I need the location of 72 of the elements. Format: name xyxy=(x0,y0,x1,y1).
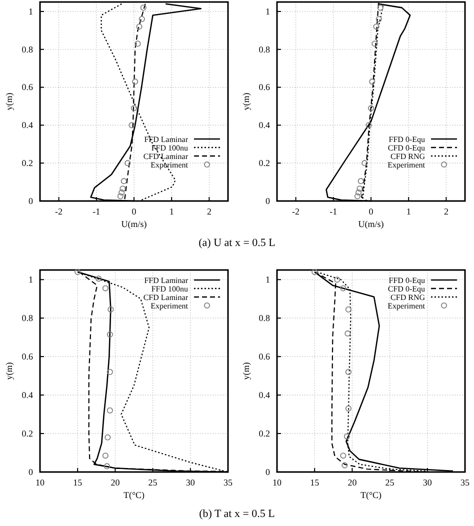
y-tick-label: 0 xyxy=(28,196,34,206)
y-tick-label: 1 xyxy=(28,6,33,16)
y-tick-label: 1 xyxy=(266,6,270,16)
y-tick-label: 0.8 xyxy=(258,312,270,323)
y-tick-label: 0.6 xyxy=(258,351,270,362)
y-tick-label: 0.8 xyxy=(22,312,34,323)
y-tick-label: 0.4 xyxy=(258,390,270,400)
x-axis-title: U(m/s) xyxy=(358,219,384,229)
x-tick-label: 35 xyxy=(224,477,233,488)
y-tick-label: 0.2 xyxy=(258,158,270,168)
y-tick-label: 0.2 xyxy=(22,158,33,168)
x-tick-label: 10 xyxy=(36,477,45,488)
y-tick-label: 0.4 xyxy=(258,120,270,130)
y-tick-label: 0.4 xyxy=(22,120,34,130)
x-tick-label: 30 xyxy=(186,477,196,488)
x-tick-label: 0 xyxy=(132,206,137,216)
legend-label: Experiment xyxy=(150,160,189,170)
legend-label: FFD 100nu xyxy=(151,284,188,294)
x-tick-label: 0 xyxy=(368,206,374,216)
legend-label: FFD Laminar xyxy=(144,276,188,285)
y-tick-label: 0.6 xyxy=(258,82,270,92)
legend-label: Experiment xyxy=(388,160,426,170)
x-tick-label: 25 xyxy=(385,477,395,488)
y-tick-label: 0.2 xyxy=(22,428,33,438)
y-axis-title: y(m) xyxy=(4,92,14,110)
x-tick-label: 1 xyxy=(169,206,174,216)
y-tick-label: 0.6 xyxy=(22,351,34,362)
legend-label: CFD 0-Equ xyxy=(388,284,425,294)
y-tick-label: 1 xyxy=(266,274,270,284)
x-tick-label: 25 xyxy=(148,477,158,488)
x-axis-title: U(m/s) xyxy=(121,219,147,229)
y-axis-title: y(m) xyxy=(241,362,251,380)
x-tick-label: -2 xyxy=(292,206,300,216)
x-tick-label: 35 xyxy=(460,477,470,488)
y-tick-label: 1 xyxy=(28,274,33,284)
y-tick-label: 0 xyxy=(28,466,34,477)
x-axis-title: T(°C) xyxy=(123,490,145,500)
y-axis-title: y(m) xyxy=(4,362,14,380)
x-tick-label: 1 xyxy=(406,206,411,216)
legend-label: FFD 0-Equ xyxy=(388,276,425,285)
x-tick-label: -2 xyxy=(55,206,63,216)
legend-label: CFD RNG xyxy=(390,293,426,302)
x-tick-label: 15 xyxy=(73,477,83,488)
text: (b) T at x = 0.5 L xyxy=(199,508,276,520)
y-tick-label: 0.6 xyxy=(22,82,34,92)
x-tick-label: -1 xyxy=(92,206,100,216)
legend-label: CFD 0-Equ xyxy=(388,144,425,152)
legend-label: Experiment xyxy=(150,302,189,310)
legend-label: FFD 0-Equ xyxy=(388,135,425,144)
legend-label: CFD Laminar xyxy=(143,293,188,302)
y-tick-label: 0.8 xyxy=(258,44,270,54)
x-tick-label: -1 xyxy=(330,206,338,216)
legend-label: Experiment xyxy=(388,302,426,310)
legend-label: CFD RNG xyxy=(390,152,426,161)
x-tick-label: 30 xyxy=(422,477,432,488)
x-tick-label: 2 xyxy=(206,206,212,216)
y-axis-title: y(m) xyxy=(241,92,251,110)
y-tick-label: 0 xyxy=(266,196,270,206)
x-tick-label: 20 xyxy=(348,477,358,488)
legend-label: FFD 100nu xyxy=(151,144,188,152)
legend-label: FFD Laminar xyxy=(144,135,188,144)
text: (a) U at x = 0.5 L xyxy=(198,237,276,249)
x-tick-label: 15 xyxy=(310,477,320,488)
x-axis-title: T(°C) xyxy=(360,490,382,500)
y-tick-label: 0 xyxy=(266,466,270,477)
x-tick-label: 20 xyxy=(110,477,120,488)
y-tick-label: 0.8 xyxy=(22,44,34,54)
legend-label: CFD Laminar xyxy=(143,152,188,161)
x-tick-label: 2 xyxy=(444,206,448,216)
y-tick-label: 0.4 xyxy=(22,390,34,400)
x-tick-label: 10 xyxy=(272,477,282,488)
y-tick-label: 0.2 xyxy=(258,428,270,438)
